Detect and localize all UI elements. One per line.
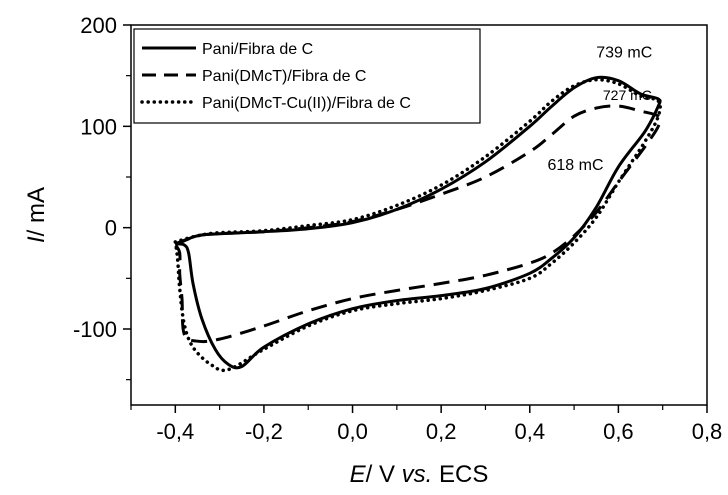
x-ticks: -0,4 -0,2 0,0 0,2 0,4 0,6 0,8 — [130, 405, 723, 444]
legend-label-pani: Pani/Fibra de C — [202, 41, 313, 58]
legend-label-pani-dmct-cu: Pani(DMcT-Cu(II))/Fibra de C — [202, 95, 411, 112]
annotation-727mc: 727 mC — [603, 87, 652, 103]
y-ticks: -100 0 100 200 — [73, 13, 131, 381]
x-tick-label: -0,2 — [245, 419, 283, 444]
legend-label-pani-dmct: Pani(DMcT)/Fibra de C — [202, 68, 366, 85]
y-tick-label: 200 — [80, 13, 117, 38]
x-axis-title: E/ V vs. ECS — [350, 461, 489, 488]
plot-frame — [130, 24, 708, 406]
annotation-618mc: 618 mC — [547, 157, 603, 174]
y-axis-title: I/ mA — [23, 187, 50, 243]
series-line-1 — [173, 104, 662, 344]
y-tick-label: 100 — [80, 114, 117, 139]
y-tick-label: 0 — [105, 216, 117, 241]
x-tick-label: 0,6 — [603, 419, 634, 444]
series-layer — [173, 75, 662, 373]
series-line-2 — [173, 77, 662, 373]
x-tick-label: 0,2 — [426, 419, 457, 444]
annotation-739mc: 739 mC — [596, 44, 652, 61]
legend: Pani/Fibra de C Pani(DMcT)/Fibra de C Pa… — [133, 28, 481, 124]
x-tick-label: 0,8 — [692, 419, 723, 444]
x-tick-label: 0,4 — [514, 419, 545, 444]
x-tick-label: 0,0 — [337, 419, 368, 444]
y-tick-label: -100 — [73, 317, 117, 342]
x-tick-label: -0,4 — [156, 419, 194, 444]
